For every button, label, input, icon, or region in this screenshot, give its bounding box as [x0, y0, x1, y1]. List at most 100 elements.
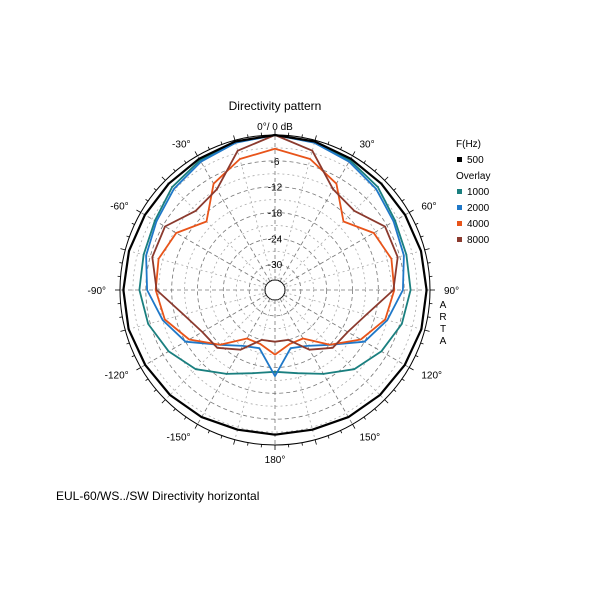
polar-grid [115, 130, 435, 450]
outer-tick [327, 435, 330, 439]
outer-tick [401, 378, 405, 381]
grid-ring [261, 276, 289, 304]
outer-tick [409, 209, 414, 213]
grid-spoke [234, 299, 273, 440]
grid-spoke [125, 249, 266, 288]
outer-tick [409, 367, 414, 371]
legend-header: F(Hz) [456, 139, 481, 150]
outer-tick [301, 134, 303, 138]
outer-tick [120, 248, 126, 251]
outer-tick [153, 188, 157, 191]
grid-spoke [234, 140, 273, 281]
outer-tick [136, 367, 141, 371]
outer-tick [145, 199, 149, 202]
zero-degree-label: 0°/ 0 dB [257, 122, 293, 133]
grid-spoke [281, 180, 385, 284]
outer-tick [384, 399, 389, 404]
legend-swatch [457, 237, 462, 242]
grid-spoke [140, 212, 267, 286]
series-curve-2000 [145, 134, 405, 377]
outer-tick [314, 439, 317, 445]
outer-tick [207, 430, 210, 434]
series-curve-1000 [138, 134, 412, 375]
legend-swatch [457, 205, 462, 210]
grid-spoke [279, 155, 353, 282]
outer-tick [120, 329, 126, 332]
outer-tick [119, 262, 123, 264]
radial-tick-label: -24 [268, 234, 283, 245]
outer-tick [424, 329, 430, 332]
outer-tick [314, 135, 317, 141]
outer-tick [173, 168, 176, 172]
legend-label: 2000 [467, 203, 490, 214]
outer-tick [384, 176, 389, 181]
outer-tick [126, 342, 130, 345]
grid-spoke [140, 294, 267, 368]
angle-tick-label: -60° [110, 202, 128, 213]
legend-label: 8000 [467, 235, 490, 246]
outer-tick [301, 442, 303, 446]
outer-tick [161, 399, 166, 404]
outer-tick [161, 176, 166, 181]
outer-tick [184, 416, 187, 420]
chart-title: Directivity pattern [229, 99, 322, 113]
outer-tick [247, 134, 249, 138]
center-ring [264, 279, 286, 301]
outer-tick [427, 316, 431, 318]
outer-tick [126, 235, 130, 238]
legend-label: 500 [467, 155, 484, 166]
legend-overlay-label: Overlay [456, 171, 490, 182]
angle-tick-label: 120° [421, 371, 442, 382]
angle-tick-label: -90° [88, 286, 106, 297]
outer-tick [363, 160, 366, 164]
series-curve-4000 [154, 147, 396, 356]
outer-tick [327, 141, 330, 145]
chart-caption: EUL-60/WS../SW Directivity horizontal [56, 489, 260, 503]
outer-tick [374, 408, 377, 412]
outer-tick [374, 168, 377, 172]
outer-tick [184, 160, 187, 164]
grid-ring [132, 147, 418, 433]
grid-spoke [283, 212, 410, 286]
outer-tick [136, 209, 141, 213]
outer-tick [173, 408, 176, 412]
radial-labels: -6 -12 -18 -24 -30 [268, 157, 283, 271]
grid-spoke [284, 249, 425, 288]
outer-tick [415, 355, 419, 358]
grid-ring [222, 237, 328, 343]
brand-letter: A [440, 336, 447, 347]
outer-tick [393, 188, 397, 191]
angle-tick-label: -150° [166, 432, 190, 443]
radial-tick-label: -6 [271, 157, 280, 168]
legend-swatch [457, 221, 462, 226]
outer-tick [424, 248, 430, 251]
outer-tick [393, 389, 397, 392]
grid-spoke [165, 180, 269, 284]
outer-tick [233, 439, 236, 445]
outer-tick [420, 235, 424, 238]
legend-swatch [457, 157, 462, 162]
outer-tick [207, 146, 210, 150]
radial-tick-label: -18 [268, 209, 283, 220]
legend: F(Hz) Overlay 500 1000 2000 4000 8000 [456, 139, 490, 246]
grid-ring [197, 212, 353, 368]
outer-tick [352, 151, 356, 156]
angle-tick-label: 180° [265, 455, 286, 466]
brand-letter: T [440, 324, 446, 335]
legend-label: 4000 [467, 219, 490, 230]
grid-spoke [197, 298, 271, 425]
outer-tick [153, 389, 157, 392]
outer-tick [119, 316, 123, 318]
radial-tick-label: -30 [268, 260, 283, 271]
legend-swatch [457, 189, 462, 194]
brand-letter: R [439, 312, 446, 323]
grid-spoke [281, 296, 385, 400]
brand-letter: A [440, 300, 447, 311]
angle-tick-label: 150° [360, 432, 381, 443]
series-curves [122, 133, 428, 436]
angle-tick-label: 60° [421, 202, 436, 213]
outer-tick [131, 222, 135, 225]
outer-tick [352, 424, 356, 429]
